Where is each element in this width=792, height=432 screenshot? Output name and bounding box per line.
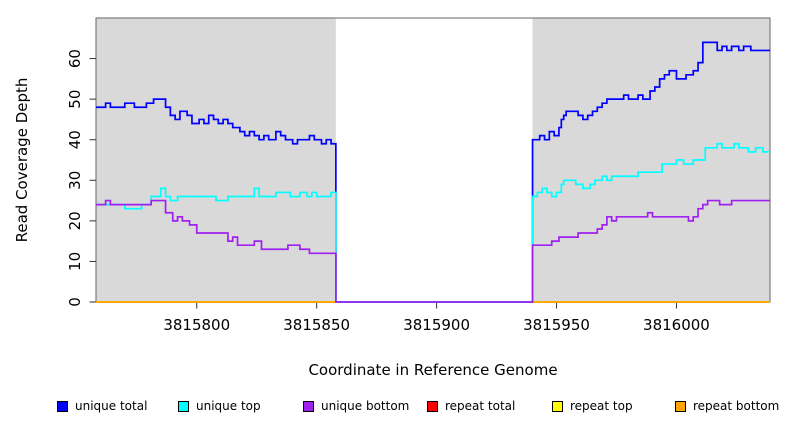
y-tick-label: 60: [66, 49, 84, 68]
series-line-unique-top: [96, 142, 770, 303]
legend-item-unique-top: unique top: [178, 399, 261, 413]
chart-legend: unique total unique top unique bottom re…: [0, 399, 792, 415]
x-tick-label: 3815850: [283, 316, 350, 334]
legend-label: unique top: [196, 399, 261, 413]
shaded-panel-2: [532, 18, 770, 302]
y-tick-label: 40: [66, 130, 84, 149]
legend-item-repeat-top: repeat top: [552, 399, 633, 413]
legend-swatch-unique-top: [178, 400, 189, 412]
legend-swatch-unique-total: [57, 400, 68, 412]
y-tick-label: 50: [66, 90, 84, 109]
y-tick-label: 10: [66, 252, 84, 271]
legend-item-unique-total: unique total: [57, 399, 147, 413]
y-tick-label: 30: [66, 171, 84, 190]
y-axis-title: Read Coverage Depth: [13, 78, 31, 243]
legend-label: repeat total: [445, 399, 516, 413]
legend-label: unique bottom: [321, 399, 410, 413]
x-tick-label: 3816000: [643, 316, 710, 334]
y-tick-label: 20: [66, 211, 84, 230]
legend-item-repeat-bottom: repeat bottom: [675, 399, 779, 413]
x-axis-title: Coordinate in Reference Genome: [308, 361, 557, 379]
legend-label: repeat top: [570, 399, 633, 413]
legend-item-unique-bottom: unique bottom: [303, 399, 409, 413]
legend-swatch-repeat-top: [552, 400, 563, 412]
x-tick-label: 3815900: [403, 316, 470, 334]
x-tick-label: 3815950: [523, 316, 590, 334]
series-line-unique-bottom: [96, 199, 770, 303]
legend-swatch-unique-bottom: [303, 400, 314, 412]
shaded-panel-1: [96, 18, 336, 302]
legend-label: repeat bottom: [693, 399, 780, 413]
legend-swatch-repeat-bottom: [675, 400, 686, 412]
y-tick-label: 0: [66, 297, 84, 307]
legend-swatch-repeat-total: [427, 400, 438, 412]
x-tick-label: 3815800: [163, 316, 230, 334]
legend-label: unique total: [75, 399, 148, 413]
legend-item-repeat-total: repeat total: [427, 399, 515, 413]
